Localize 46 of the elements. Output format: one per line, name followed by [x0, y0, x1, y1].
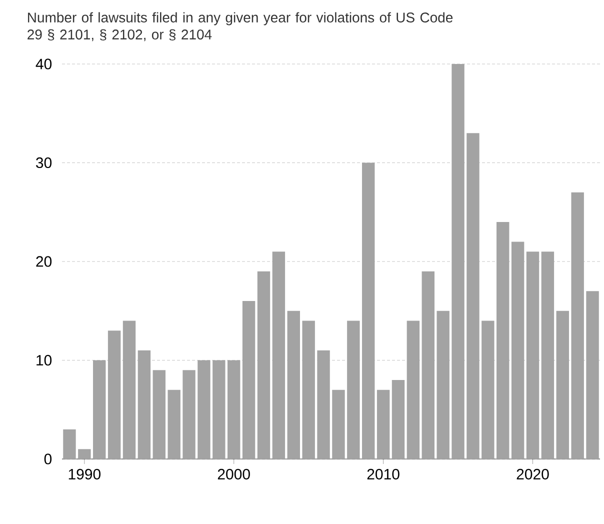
- y-tick-label: 30: [36, 157, 52, 168]
- y-tick-label: 40: [36, 58, 52, 70]
- bar: [302, 320, 315, 459]
- bar: [317, 350, 330, 459]
- y-tick-label: 10: [36, 354, 52, 366]
- y-tick-label: 20: [36, 256, 52, 267]
- bar: [526, 252, 540, 459]
- x-tick-label: 2020: [516, 468, 549, 480]
- bar: [212, 360, 226, 459]
- bar: [108, 330, 121, 459]
- y-tick-label: 0: [44, 454, 52, 464]
- bar: [138, 350, 151, 459]
- bar: [452, 64, 464, 459]
- chart-title: Number of lawsuits filed in any given year for violations of US Code 29 § 2101, § 2102, or § 2104: [28, 12, 453, 42]
- bar: [392, 380, 405, 459]
- bar: [93, 360, 106, 459]
- bar: [122, 320, 136, 459]
- bar: [362, 162, 375, 459]
- bar: [436, 310, 450, 459]
- bar: [571, 192, 584, 459]
- bar: [152, 370, 166, 459]
- bar: [556, 310, 569, 459]
- bar: [257, 271, 270, 459]
- bar: [347, 320, 360, 459]
- bar: [228, 360, 240, 459]
- x-tick-label: 1990: [68, 468, 100, 480]
- bar: [242, 301, 256, 459]
- bar: [63, 429, 76, 459]
- bar: [182, 370, 196, 459]
- bar: [376, 390, 390, 459]
- bar: [422, 271, 434, 459]
- bar: [332, 390, 345, 459]
- x-tick-label: 2000: [218, 468, 250, 480]
- bar: [511, 242, 524, 459]
- bar: [586, 291, 599, 459]
- bar: [287, 310, 300, 459]
- bar: [198, 360, 210, 459]
- bar: [272, 252, 286, 459]
- bar: [482, 320, 494, 459]
- bar: [168, 390, 180, 459]
- bar: [466, 133, 480, 459]
- bar: [406, 320, 420, 459]
- bar: [541, 252, 554, 459]
- x-tick-label: 2010: [367, 468, 400, 480]
- bar: [496, 222, 510, 459]
- bar: [78, 449, 91, 459]
